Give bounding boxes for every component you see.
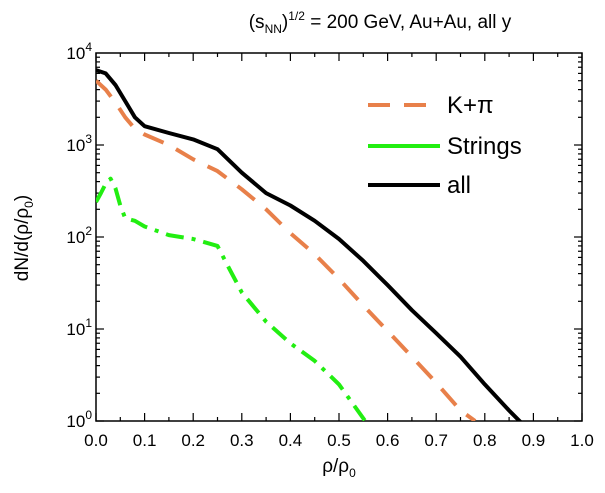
legend-label-strings: Strings — [447, 133, 522, 160]
x-tick-label: 0.4 — [279, 431, 303, 450]
y-tick-label: 103 — [66, 132, 92, 155]
series-all-line — [96, 68, 523, 421]
x-tick-label: 0.9 — [522, 431, 546, 450]
legend-label-all: all — [447, 172, 471, 199]
axis-ticks — [95, 53, 583, 422]
y-tick-label: 101 — [66, 316, 92, 339]
x-tick-label: 1.0 — [570, 431, 594, 450]
x-tick-label: 0.8 — [473, 431, 497, 450]
legend-label-kpi: K+π — [447, 92, 494, 119]
x-tick-label: 0.0 — [84, 431, 108, 450]
x-tick-label: 0.7 — [424, 431, 448, 450]
y-tick-labels: 100 101 102 103 104 — [66, 40, 92, 431]
x-tick-label: 0.5 — [327, 431, 351, 450]
x-tick-label: 0.1 — [133, 431, 157, 450]
x-tick-label: 0.2 — [181, 431, 205, 450]
series-group — [96, 68, 523, 421]
series-kpi-line — [96, 79, 477, 421]
x-tick-labels: 0.0 0.1 0.2 0.3 0.4 0.5 0.6 0.7 0.8 0.9 1.0 — [84, 431, 594, 450]
y-axis-label: dN/d(ρ/ρ0) — [12, 195, 36, 281]
x-tick-label: 0.3 — [230, 431, 254, 450]
x-tick-label: 0.6 — [376, 431, 400, 450]
y-tick-label: 104 — [66, 40, 92, 63]
series-strings-line — [96, 176, 368, 421]
y-tick-label: 100 — [66, 408, 92, 431]
x-axis-label: ρ/ρ0 — [322, 456, 356, 480]
y-tick-label: 102 — [66, 224, 92, 247]
legend: K+π Strings all — [368, 92, 522, 199]
chart-title: (sNN)1/2 = 200 GeV, Au+Au, all y — [249, 9, 512, 36]
